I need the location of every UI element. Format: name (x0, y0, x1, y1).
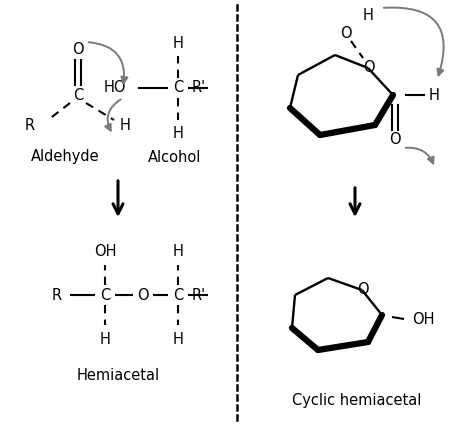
Text: Aldehyde: Aldehyde (31, 149, 100, 164)
Text: R: R (25, 118, 35, 133)
FancyArrowPatch shape (406, 148, 434, 163)
Text: H: H (429, 88, 440, 103)
FancyArrowPatch shape (89, 42, 128, 83)
Text: H: H (363, 9, 374, 24)
Text: OH: OH (412, 312, 435, 327)
FancyArrowPatch shape (384, 8, 444, 75)
Text: Hemiacetal: Hemiacetal (76, 368, 160, 383)
Text: O: O (340, 27, 352, 42)
Text: H: H (100, 332, 110, 347)
Text: H: H (173, 36, 183, 51)
Text: Alcohol: Alcohol (148, 149, 202, 164)
Text: O: O (137, 287, 149, 302)
Text: O: O (72, 42, 84, 57)
Text: C: C (100, 287, 110, 302)
Text: OH: OH (94, 244, 116, 259)
Text: R': R' (192, 287, 206, 302)
Text: Cyclic hemiacetal: Cyclic hemiacetal (292, 393, 422, 408)
Text: O: O (389, 133, 401, 148)
Text: C: C (173, 287, 183, 302)
Text: H: H (173, 332, 183, 347)
FancyArrowPatch shape (105, 100, 120, 130)
Text: C: C (173, 81, 183, 96)
Text: R: R (52, 287, 62, 302)
Text: O: O (363, 60, 375, 76)
Text: H: H (173, 244, 183, 259)
Text: O: O (357, 283, 369, 297)
Text: H: H (173, 126, 183, 141)
Text: H: H (120, 118, 131, 133)
Text: HO: HO (103, 81, 126, 96)
Text: R': R' (192, 81, 206, 96)
Text: C: C (73, 88, 83, 103)
